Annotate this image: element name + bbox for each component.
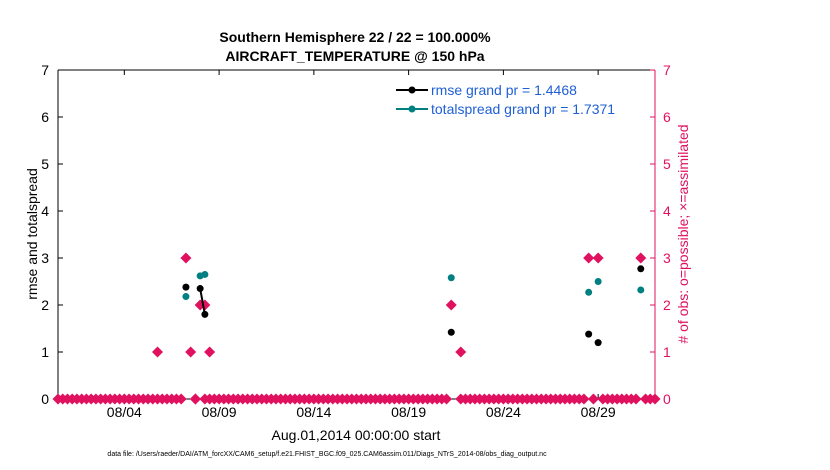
plot-area <box>58 70 655 399</box>
chart-title-line1: Southern Hemisphere 22 / 22 = 100.000% <box>219 29 491 45</box>
obs-count-marker <box>635 252 647 264</box>
y-left-tick-label: 0 <box>41 391 49 407</box>
obs-count-marker <box>592 252 604 264</box>
y-axis-left-ticks: 0 1 2 3 4 5 6 7 <box>41 62 63 407</box>
spread-point <box>594 278 602 285</box>
obs-count-marker <box>630 393 642 405</box>
spread-point <box>637 286 645 294</box>
y-left-tick-label: 7 <box>41 62 49 78</box>
spread-point <box>182 293 190 301</box>
y-right-tick-label: 1 <box>663 344 671 360</box>
obs-count-marker <box>583 252 595 264</box>
y-left-tick-label: 3 <box>41 250 49 266</box>
y-right-tick-label: 3 <box>663 250 671 266</box>
rmse-line-segment <box>199 288 206 315</box>
y-left-tick-label: 4 <box>41 203 49 219</box>
obs-count-marker <box>152 346 163 358</box>
spread-point <box>201 270 209 278</box>
y-right-tick-label: 0 <box>663 391 671 407</box>
legend-spread-marker <box>408 105 416 113</box>
rmse-point <box>182 283 190 291</box>
y-axis-right-ticks: 0 1 2 3 4 5 6 7 <box>650 62 671 407</box>
data-file-footnote: data file: /Users/raeder/DAI/ATM_forcXX/… <box>107 451 547 458</box>
y-left-tick-label: 2 <box>41 297 49 313</box>
y-axis-right-label: # of obs: o=possible; ×=assimilated <box>675 124 691 343</box>
rmse-point <box>594 339 602 347</box>
x-axis-ticks: 08/04 08/09 08/14 08/19 08/24 08/29 <box>107 70 616 420</box>
obs-count-marker <box>445 299 457 311</box>
obs-count-marker <box>441 393 453 405</box>
x-tick-label: 08/29 <box>581 404 616 420</box>
rmse-point <box>447 328 455 336</box>
chart-title-line2: AIRCRAFT_TEMPERATURE @ 150 hPa <box>225 48 484 64</box>
obs-count-marker <box>189 393 201 405</box>
y-right-tick-label: 7 <box>663 62 671 78</box>
y-right-tick-label: 2 <box>663 297 671 313</box>
y-right-tick-label: 5 <box>663 156 671 172</box>
y-left-tick-label: 6 <box>41 109 49 125</box>
spread-point <box>585 288 593 296</box>
obs-count-marker <box>180 252 192 264</box>
y-left-tick-label: 1 <box>41 344 49 360</box>
obs-count-marker <box>175 393 187 405</box>
legend: rmse grand pr = 1.4468 totalspread grand… <box>396 82 615 117</box>
rmse-point <box>637 265 645 273</box>
rmse-point <box>196 285 204 293</box>
x-tick-label: 08/09 <box>202 404 237 420</box>
spread-point <box>447 274 455 282</box>
y-left-tick-label: 5 <box>41 156 49 172</box>
x-tick-label: 08/04 <box>107 404 142 420</box>
rmse-point <box>585 330 593 338</box>
obs-count-marker <box>204 346 216 358</box>
legend-spread-label: totalspread grand pr = 1.7371 <box>431 101 615 117</box>
obs-count-marker <box>649 393 661 405</box>
y-axis-left-label: rmse and totalspread <box>24 168 40 300</box>
obs-count-marker <box>578 393 590 405</box>
legend-rmse-marker <box>408 86 416 94</box>
y-right-tick-label: 4 <box>663 203 671 219</box>
y-right-tick-label: 6 <box>663 109 671 125</box>
series-layer <box>52 252 661 405</box>
legend-rmse-label: rmse grand pr = 1.4468 <box>431 82 577 98</box>
x-tick-label: 08/24 <box>486 404 521 420</box>
x-axis-label: Aug.01,2014 00:00:00 start <box>272 427 441 443</box>
obs-count-marker <box>185 346 197 358</box>
obs-count-marker <box>455 346 467 358</box>
obs-count-marker <box>587 393 599 405</box>
x-tick-label: 08/19 <box>391 404 426 420</box>
rmse-point <box>201 310 209 318</box>
x-tick-label: 08/14 <box>296 404 331 420</box>
